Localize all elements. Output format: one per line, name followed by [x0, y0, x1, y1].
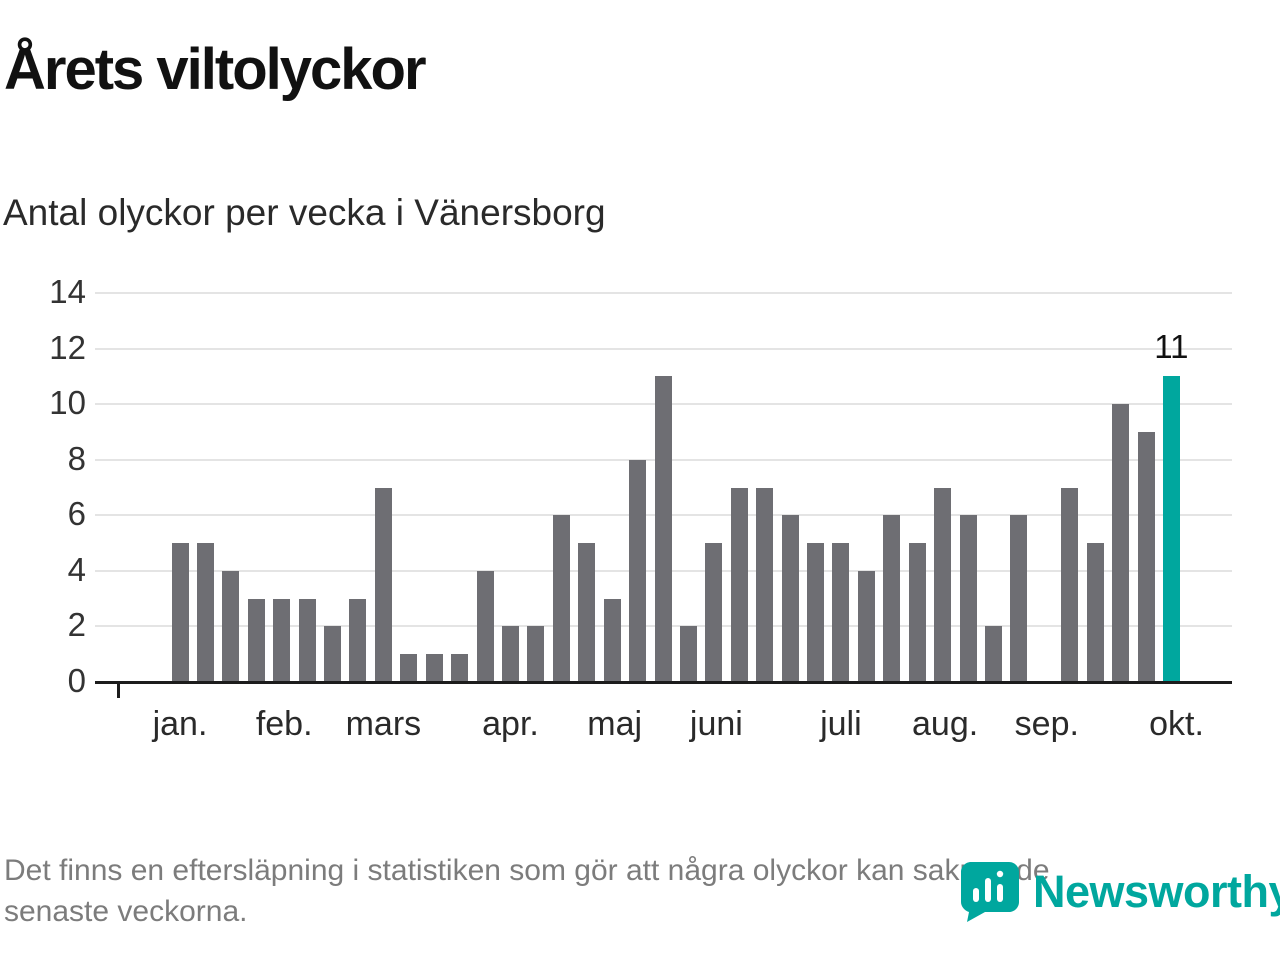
bar [400, 654, 418, 682]
footer-note-line2: senaste veckorna. [4, 895, 248, 928]
chart-subtitle: Antal olyckor per vecka i Vänersborg [3, 192, 606, 233]
brand-wordmark: Newsworthy [1033, 866, 1280, 917]
bar [324, 626, 341, 682]
bar [552, 515, 570, 682]
bar [679, 626, 697, 682]
month-label: apr. [482, 705, 539, 743]
month-label: juli [820, 705, 862, 743]
y-axis-tick-label: 14 [49, 273, 86, 310]
month-label: feb. [255, 705, 313, 743]
newsworthy-logo-icon [961, 862, 1019, 922]
month-label: sep. [1014, 705, 1079, 743]
bar [959, 515, 977, 682]
bar [425, 654, 443, 682]
bar [527, 626, 545, 682]
bar [603, 598, 621, 682]
y-axis-tick-label: 4 [67, 550, 86, 588]
month-label: jan. [152, 705, 208, 743]
bar [222, 570, 240, 682]
bar [908, 543, 926, 682]
gridline [95, 347, 1232, 350]
bar-value-label: 11 [1154, 328, 1189, 366]
bar [781, 515, 799, 682]
page-title: Årets viltolyckor [4, 37, 427, 102]
y-axis-tick-label: 8 [67, 439, 86, 477]
bar [730, 487, 748, 682]
bar [984, 626, 1002, 682]
month-label: mars [345, 705, 422, 743]
bar [1086, 543, 1104, 682]
bar [247, 598, 265, 682]
bar [374, 487, 392, 682]
x-axis-line [95, 681, 1232, 684]
bar [629, 459, 647, 682]
bar [451, 654, 469, 682]
gridline [95, 292, 1232, 294]
y-axis-tick-label: 12 [49, 328, 86, 366]
bar [832, 543, 850, 682]
bar [1010, 515, 1028, 682]
bar [883, 515, 901, 682]
newsworthy-logo: Newsworthy [961, 860, 1280, 924]
month-label: maj [587, 705, 643, 743]
bar [1112, 404, 1129, 682]
bar [171, 543, 189, 682]
bar [349, 598, 367, 682]
bar [196, 543, 214, 682]
bar [1061, 487, 1079, 682]
bar [1137, 431, 1155, 682]
bar [756, 487, 774, 682]
footer-note-line1: Det finns en eftersläpning i statistiken… [4, 854, 1050, 887]
bar [578, 543, 596, 682]
y-axis-tick-label: 0 [67, 662, 86, 699]
y-axis-tick-label: 2 [67, 606, 86, 644]
footer-note: Det finns en eftersläpning i statistiken… [4, 850, 1266, 932]
x-axis-tick [117, 682, 120, 698]
y-axis-tick-label: 10 [49, 384, 86, 422]
bar [705, 543, 723, 682]
bar [502, 626, 519, 682]
bar [476, 570, 494, 682]
month-label: okt. [1149, 705, 1204, 743]
bar [934, 487, 952, 682]
bar [654, 376, 672, 682]
bar [857, 570, 875, 682]
bar [807, 543, 824, 682]
bar [273, 598, 291, 682]
month-label: aug. [912, 705, 979, 743]
month-label: juni [689, 705, 743, 743]
y-axis-tick-label: 6 [67, 495, 86, 533]
bar [298, 598, 316, 682]
highlight-bar [1162, 376, 1180, 682]
